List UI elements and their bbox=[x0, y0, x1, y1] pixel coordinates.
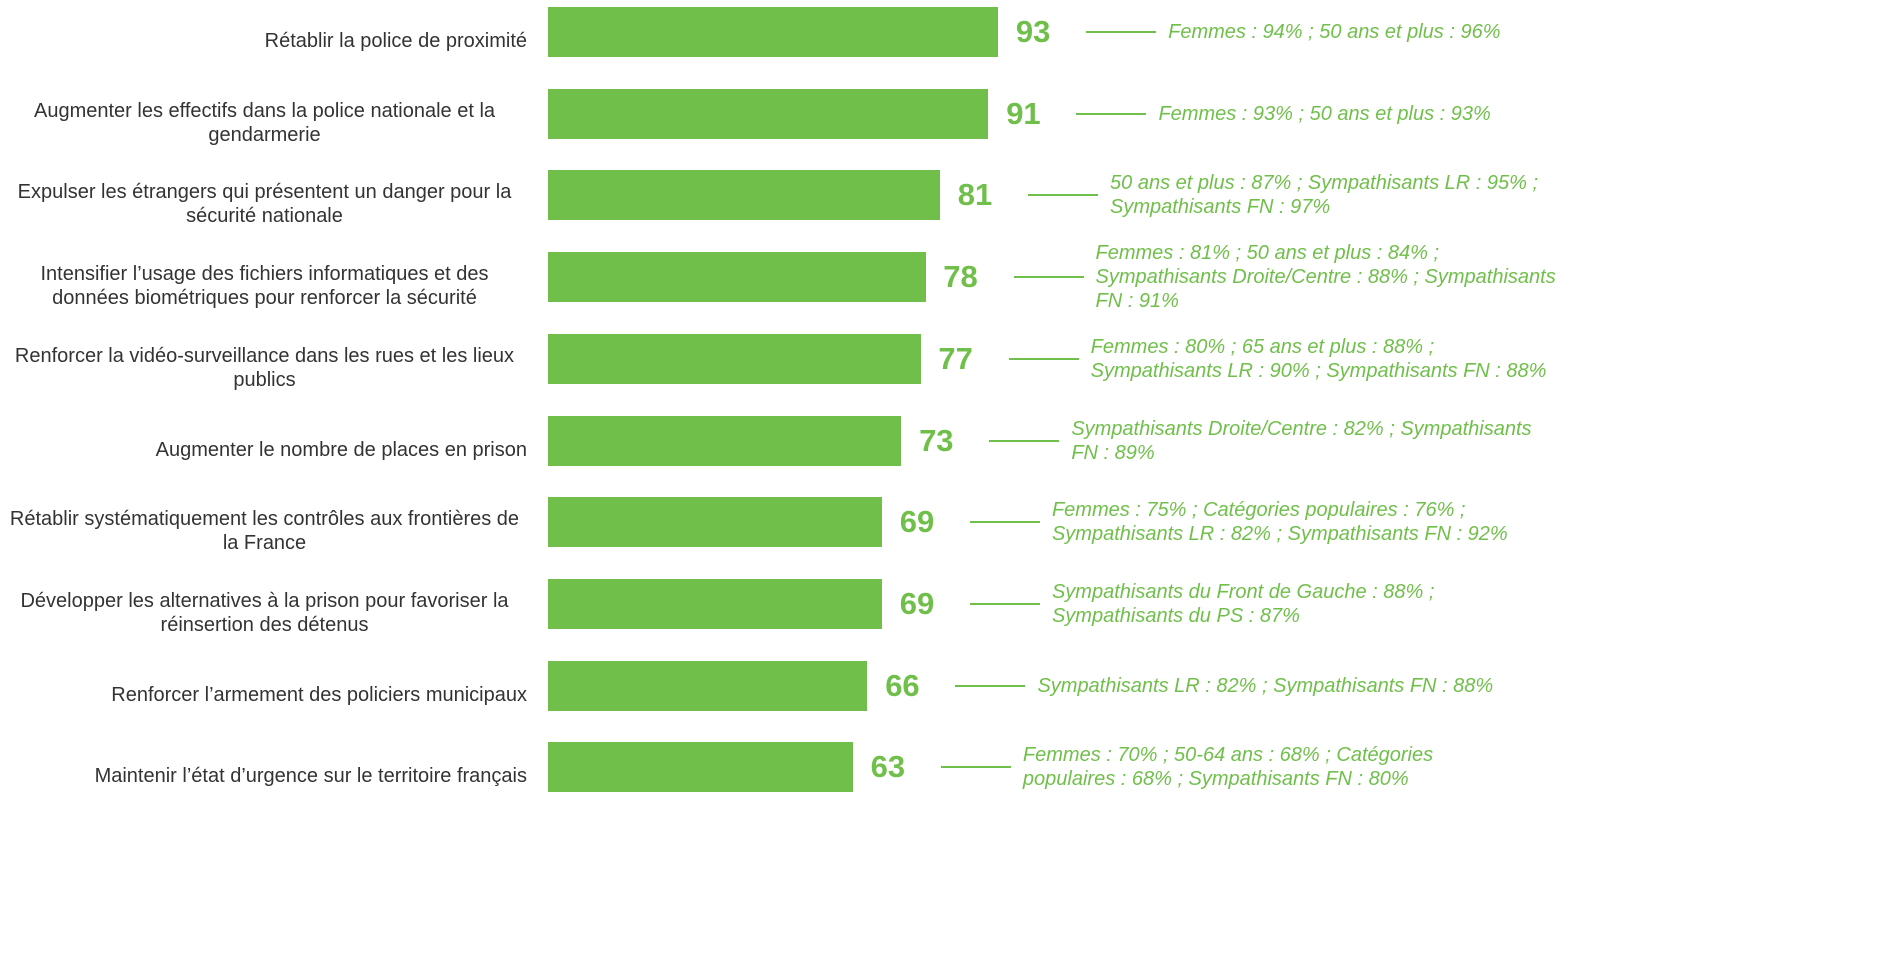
annotation-text: Sympathisants Droite/Centre : 82% ; Symp… bbox=[1071, 417, 1532, 464]
value-label: 78 bbox=[943, 259, 978, 295]
value-label: 91 bbox=[1006, 95, 1041, 131]
annotation-text: Sympathisants LR : 82% ; Sympathisants F… bbox=[1037, 674, 1494, 697]
category-label: Développer les alternatives à la prison … bbox=[20, 589, 509, 636]
category-label-box: Augmenter les effectifs dans la police n… bbox=[2, 82, 527, 164]
annotation: Sympathisants Droite/Centre : 82% ; Symp… bbox=[1071, 391, 1541, 491]
leader-line bbox=[1008, 357, 1079, 360]
leader-line bbox=[969, 602, 1040, 605]
bar bbox=[548, 742, 853, 793]
category-label-box: Renforcer la vidéo-surveillance dans les… bbox=[2, 327, 527, 409]
category-label-box: Expulser les étrangers qui présentent un… bbox=[2, 163, 527, 245]
annotation-text: 50 ans et plus : 87% ; Sympathisants LR … bbox=[1110, 172, 1539, 219]
annotation: Sympathisants du Front de Gauche : 88% ;… bbox=[1052, 554, 1522, 654]
value-label: 66 bbox=[885, 667, 920, 703]
annotation: Femmes : 80% ; 65 ans et plus : 88% ; Sy… bbox=[1091, 309, 1561, 409]
annotation-text: Femmes : 80% ; 65 ans et plus : 88% ; Sy… bbox=[1090, 335, 1547, 382]
annotation: 50 ans et plus : 87% ; Sympathisants LR … bbox=[1110, 145, 1580, 245]
bar bbox=[548, 660, 868, 711]
bar bbox=[548, 7, 999, 57]
value-label: 69 bbox=[899, 585, 935, 621]
value-label: 93 bbox=[1015, 14, 1051, 49]
bar-row: Augmenter les effectifs dans la police n… bbox=[0, 82, 1891, 164]
leader-line bbox=[940, 766, 1011, 769]
category-label-box: Rétablir la police de proximité bbox=[265, 0, 527, 82]
category-label-box: Développer les alternatives à la prison … bbox=[2, 572, 527, 654]
annotation-text: Femmes : 81% ; 50 ans et plus : 84% ; Sy… bbox=[1095, 242, 1556, 313]
annotation-text: Femmes : 70% ; 50-64 ans : 68% ; Catégor… bbox=[1022, 744, 1434, 791]
category-label: Renforcer la vidéo-surveillance dans les… bbox=[14, 344, 515, 391]
category-label: Maintenir l’état d’urgence sur le territ… bbox=[94, 765, 527, 788]
leader-line bbox=[1013, 276, 1084, 279]
category-label-box: Renforcer l’armement des policiers munic… bbox=[111, 654, 527, 736]
value-label: 69 bbox=[899, 504, 935, 540]
bar bbox=[548, 170, 941, 221]
annotation: Sympathisants LR : 82% ; Sympathisants F… bbox=[1037, 636, 1507, 736]
bar bbox=[548, 578, 882, 629]
annotation: Femmes : 75% ; Catégories populaires : 7… bbox=[1052, 472, 1522, 572]
value-label: 77 bbox=[938, 340, 973, 376]
annotation: Femmes : 70% ; 50-64 ans : 68% ; Catégor… bbox=[1023, 717, 1493, 817]
annotation: Femmes : 81% ; 50 ans et plus : 84% ; Sy… bbox=[1096, 227, 1566, 327]
category-label-box: Augmenter le nombre de places en prison bbox=[156, 409, 527, 491]
bar-row: Rétablir systématiquement les contrôles … bbox=[0, 490, 1891, 572]
bar bbox=[548, 333, 921, 384]
category-label: Rétablir systématiquement les contrôles … bbox=[9, 508, 520, 555]
leader-line bbox=[1086, 31, 1157, 33]
category-label: Augmenter le nombre de places en prison bbox=[155, 438, 527, 461]
annotation-text: Femmes : 94% ; 50 ans et plus : 96% bbox=[1168, 21, 1501, 43]
category-label: Intensifier l’usage des fichiers informa… bbox=[40, 263, 489, 310]
annotation: Femmes : 94% ; 50 ans et plus : 96% bbox=[1168, 0, 1638, 82]
bar-row: Maintenir l’état d’urgence sur le territ… bbox=[0, 735, 1891, 817]
category-label: Renforcer l’armement des policiers munic… bbox=[111, 683, 527, 706]
bar-row: Intensifier l’usage des fichiers informa… bbox=[0, 242, 1891, 327]
bar-row: Renforcer la vidéo-surveillance dans les… bbox=[0, 327, 1891, 409]
bar-row: Expulser les étrangers qui présentent un… bbox=[0, 163, 1891, 245]
category-label-box: Rétablir systématiquement les contrôles … bbox=[2, 490, 527, 572]
bar-row: Augmenter le nombre de places en prison 7… bbox=[0, 409, 1891, 491]
annotation-text: Femmes : 93% ; 50 ans et plus : 93% bbox=[1158, 102, 1491, 125]
bar-row: Renforcer l’armement des policiers munic… bbox=[0, 654, 1891, 736]
value-label: 73 bbox=[919, 422, 954, 458]
bar-row: Développer les alternatives à la prison … bbox=[0, 572, 1891, 654]
bar bbox=[548, 88, 989, 139]
category-label-box: Intensifier l’usage des fichiers informa… bbox=[2, 245, 527, 327]
leader-line bbox=[955, 684, 1026, 687]
leader-line bbox=[1028, 194, 1099, 197]
bar bbox=[548, 415, 902, 466]
bar bbox=[548, 252, 926, 303]
category-label-box: Maintenir l’état d’urgence sur le territ… bbox=[95, 735, 527, 817]
category-label: Rétablir la police de proximité bbox=[264, 30, 527, 52]
leader-line bbox=[969, 521, 1040, 524]
annotation-text: Femmes : 75% ; Catégories populaires : 7… bbox=[1051, 499, 1508, 546]
value-label: 63 bbox=[870, 749, 906, 785]
value-label: 81 bbox=[957, 177, 993, 213]
leader-line bbox=[1076, 112, 1147, 115]
category-label: Augmenter les effectifs dans la police n… bbox=[33, 99, 496, 146]
annotation: Femmes : 93% ; 50 ans et plus : 93% bbox=[1158, 64, 1628, 164]
leader-line bbox=[989, 439, 1060, 442]
bar bbox=[548, 497, 882, 548]
category-label: Expulser les étrangers qui présentent un… bbox=[17, 181, 512, 228]
annotation-text: Sympathisants du Front de Gauche : 88% ;… bbox=[1051, 580, 1435, 627]
bar-row: Rétablir la police de proximité 93 Femmes … bbox=[0, 0, 1891, 82]
